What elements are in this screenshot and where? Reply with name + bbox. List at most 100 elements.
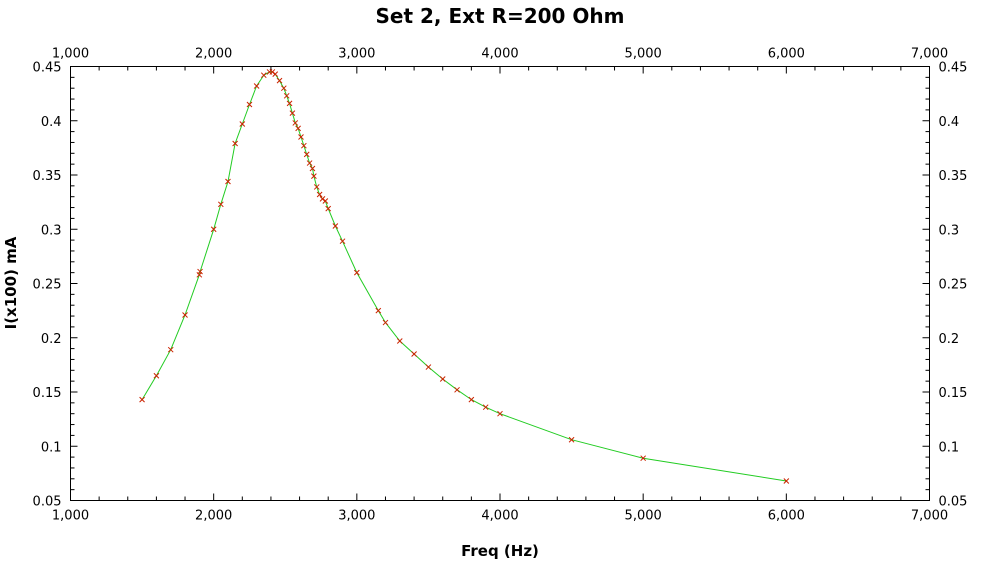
data-point [253,83,260,89]
y-tick-label-left: 0.05 [33,495,62,510]
data-point-stroke [353,269,360,276]
data-point [325,205,332,212]
x-tick-label-top: 7,000 [911,47,948,62]
data-point-stroke [167,346,174,353]
data-point [153,372,160,379]
series-line [141,71,787,482]
data-point [280,85,287,92]
x-tick-label-bottom: 3,000 [338,509,375,524]
axis-tick-labels: 1,000 1,000 2,000 2,000 3,000 3,000 4,000 4,000… [33,47,968,524]
data-point-stroke [425,364,432,370]
data-point-stroke [325,205,332,212]
data-point-stroke [269,69,276,75]
y-tick-label-left: 0.45 [33,61,62,76]
y-tick-label-right: 0.05 [939,495,968,510]
data-point [568,436,575,443]
data-point [332,223,339,229]
data-point [260,72,267,79]
data-point [217,201,224,208]
data-point [454,386,460,393]
data-point-stroke [339,238,346,245]
data-point-stroke [217,201,224,208]
y-axis-label: I(x100) mA [2,236,20,329]
data-point [295,125,301,132]
data-point [139,396,145,403]
data-point [482,404,489,411]
x-tick-label-top: 1,000 [52,47,89,62]
data-point-stroke [568,436,575,443]
x-tick-label-bottom: 7,000 [911,509,948,524]
data-point [303,151,310,158]
y-tick-label-right: 0.15 [939,386,968,401]
y-tick-label-left: 0.25 [33,278,62,293]
data-point [283,92,290,99]
data-point-stroke [272,71,279,77]
x-tick-label-top: 6,000 [768,47,805,62]
data-point [411,351,417,357]
data-point-stroke [210,226,217,233]
data-point [396,338,403,344]
data-point-stroke [396,338,403,344]
data-point [232,140,238,147]
data-point-stroke [292,120,299,126]
data-point-stroke [306,160,313,166]
data-point [353,269,360,276]
y-tick-label-left: 0.15 [33,386,62,401]
data-point-stroke [468,396,475,403]
data-point-stroke [313,184,320,190]
data-point [298,134,304,140]
x-tick-label-bottom: 2,000 [195,509,232,524]
data-point [316,191,323,198]
data-point [272,71,279,77]
data-point-stroke [482,404,489,411]
data-point [167,346,174,353]
data-point-stroke [640,455,647,462]
data-point-stroke [246,101,253,108]
data-point [289,110,296,117]
data-point-stroke [283,92,290,99]
data-point [301,142,307,149]
data-point-stroke [783,478,790,484]
x-tick-label-bottom: 1,000 [52,509,89,524]
data-point [286,100,293,107]
data-point-stroke [311,173,317,179]
data-point [339,238,346,245]
data-point [322,198,329,204]
data-point-stroke [286,100,293,107]
data-point [309,165,316,172]
data-point-stroke [375,307,382,314]
data-point-stroke [301,142,307,149]
data-point-stroke [260,72,267,79]
data-point [197,268,203,275]
data-point-stroke [225,178,231,185]
y-tick-label-left: 0.3 [41,223,62,238]
data-point [425,364,432,370]
data-point-stroke [303,151,310,158]
data-point [292,120,299,126]
x-tick-label-top: 3,000 [338,47,375,62]
data-point-stroke [276,77,283,84]
y-tick-label-right: 0.3 [939,223,960,238]
data-point [276,77,283,84]
y-tick-label-right: 0.25 [939,278,968,293]
data-point-stroke [289,110,296,117]
data-point [182,312,188,318]
data-point-stroke [197,268,203,275]
y-tick-label-right: 0.1 [939,440,960,455]
data-point [382,319,389,326]
data-point [306,160,313,166]
data-point-stroke [411,351,417,357]
y-tick-label-right: 0.2 [939,332,960,347]
x-axis-label: Freq (Hz) [461,542,539,560]
data-point-stroke [319,196,326,202]
x-tick-label-top: 5,000 [625,47,662,62]
plot-frame [70,66,930,501]
data-point-stroke [295,125,301,132]
y-tick-label-right: 0.45 [939,61,968,76]
data-point [375,307,382,314]
data-point-stroke [280,85,287,92]
data-point [497,410,503,417]
data-point-stroke [239,121,246,127]
data-point [210,226,217,233]
data-point-stroke [153,372,160,379]
